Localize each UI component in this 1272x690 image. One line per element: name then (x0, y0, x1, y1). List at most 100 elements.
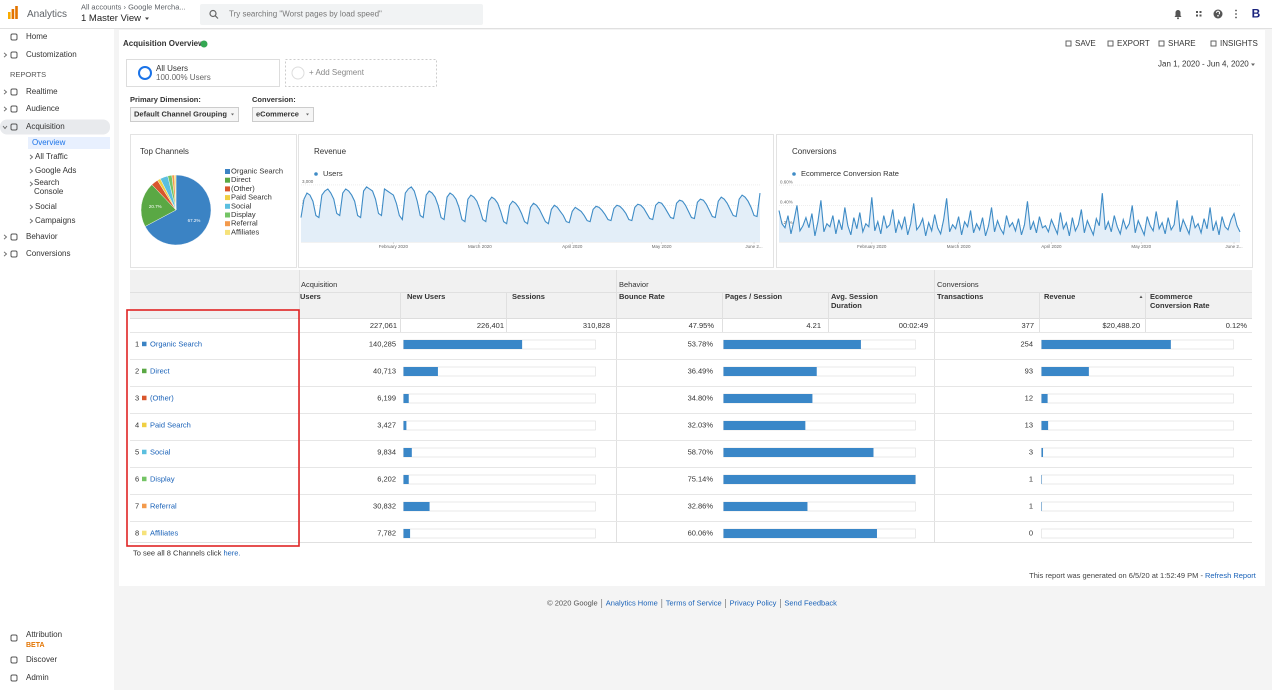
column-header[interactable]: New Users (407, 293, 446, 301)
footer-link[interactable]: Send Feedback (784, 598, 837, 607)
nav-subitem[interactable]: Google Ads (35, 166, 76, 175)
legend-label: Affiliates (231, 227, 259, 236)
nav-item[interactable]: Realtime (26, 87, 58, 96)
channel-link[interactable]: Display (150, 474, 175, 483)
row-rank: 4 (135, 420, 139, 429)
notifications-icon (1177, 17, 1179, 20)
more-icon[interactable] (1235, 9, 1237, 12)
total-value: 310,828 (583, 321, 610, 330)
nav-item[interactable]: Discover (26, 655, 57, 664)
footer-link[interactable]: Privacy Policy (730, 598, 777, 607)
channel-link[interactable]: Social (150, 447, 171, 456)
action-button[interactable]: SAVE (1075, 39, 1096, 48)
column-header[interactable]: Revenue (1044, 293, 1076, 301)
legend-swatch (225, 169, 230, 174)
series-line (778, 193, 1241, 237)
column-header-box: Users (300, 293, 321, 301)
nav-subitem[interactable]: Search Console (34, 178, 64, 197)
channel-link[interactable]: Referral (150, 501, 177, 510)
nav-icon (10, 123, 18, 131)
dropdown[interactable] (252, 107, 314, 122)
bar-track (1041, 501, 1234, 512)
column-header[interactable]: Sessions (512, 293, 545, 301)
channel-link[interactable]: Paid Search (150, 420, 191, 429)
cell-value: 3,427 (377, 420, 396, 429)
bar-track (403, 420, 596, 431)
total-value: 4.21 (806, 321, 821, 330)
dropdown-value[interactable]: eCommerce (256, 109, 299, 118)
dropdown-value[interactable]: Default Channel Grouping (134, 109, 227, 118)
nav-item[interactable]: Home (26, 32, 48, 41)
cell-value: 6,202 (377, 474, 396, 483)
action-icon (1065, 40, 1072, 47)
channel-link[interactable]: Affiliates (150, 528, 178, 537)
bar (403, 448, 412, 457)
bar-track (1041, 420, 1234, 431)
column-header-box: Transactions (937, 293, 984, 301)
note-link[interactable]: here. (223, 548, 240, 557)
nav-icon (10, 88, 18, 96)
column-header[interactable]: Pages / Session (725, 293, 783, 301)
nav-subitem[interactable]: All Traffic (35, 152, 68, 161)
row-rank: 2 (135, 366, 139, 375)
cell-value: 7,782 (377, 528, 396, 537)
add-segment[interactable]: + Add Segment (309, 68, 365, 77)
column-header[interactable]: Users (300, 293, 321, 301)
x-tick-label: February 2020 (379, 244, 409, 249)
nav-item[interactable]: Admin (26, 673, 49, 682)
footer-link[interactable]: Analytics Home (606, 598, 658, 607)
series-line (300, 186, 761, 225)
nav-item[interactable]: Acquisition (26, 122, 65, 131)
legend-swatch (225, 221, 230, 227)
footer-link[interactable]: Terms of Service (666, 598, 722, 607)
column-header[interactable]: Transactions (937, 293, 984, 301)
cell-value: 53.78% (688, 339, 714, 348)
dropdown[interactable] (130, 107, 239, 122)
channel-link[interactable]: Direct (150, 366, 171, 375)
search-placeholder[interactable]: Try searching "Worst pages by load speed… (229, 10, 382, 19)
nav-subitem[interactable]: Overview (32, 138, 66, 147)
refresh-link[interactable]: Refresh Report (1205, 571, 1257, 580)
column-header[interactable]: Bounce Rate (619, 293, 665, 301)
channel-swatch (142, 368, 147, 374)
segment-card[interactable] (126, 59, 280, 87)
channel-link[interactable]: (Other) (150, 393, 174, 402)
account-avatar[interactable]: B (1252, 7, 1261, 21)
add-segment-card[interactable] (285, 59, 437, 87)
column-header[interactable]: Avg. Session Duration (831, 293, 878, 310)
help-icon[interactable] (1213, 9, 1223, 19)
table-note: To see all 8 Channels click here. (133, 548, 241, 557)
view-selector[interactable]: 1 Master View (81, 13, 141, 24)
nav-item[interactable]: Conversions (26, 249, 70, 258)
bar (403, 475, 409, 484)
table-header-bg (130, 270, 1252, 318)
action-button[interactable]: SHARE (1168, 39, 1196, 48)
nav-subitem[interactable]: Campaigns (35, 216, 75, 225)
nav-subitem[interactable]: Social (35, 202, 57, 211)
cell-value: 93 (1025, 366, 1033, 375)
nav-item[interactable]: Behavior (26, 232, 58, 241)
legend-label: Direct (231, 175, 252, 184)
total-value: 00:02:49 (899, 321, 928, 330)
cell-value: 58.70% (688, 447, 714, 456)
column-header[interactable]: Ecommerce Conversion Rate (1150, 293, 1210, 310)
date-range[interactable]: Jan 1, 2020 - Jun 4, 2020 (1158, 60, 1249, 69)
nav-item[interactable]: Audience (26, 104, 60, 113)
channel-link[interactable]: Organic Search (150, 339, 202, 348)
pie-label: 20.7% (149, 204, 162, 209)
logo (8, 6, 18, 19)
breadcrumb[interactable]: All accounts › Google Mercha... (81, 2, 186, 11)
column-group-header: Conversions (937, 280, 979, 289)
search-box[interactable] (200, 4, 483, 25)
cell-value: 6,199 (377, 393, 396, 402)
area-fill (779, 193, 1240, 242)
nav-item[interactable]: Attribution (26, 630, 62, 639)
action-button[interactable]: EXPORT (1117, 39, 1150, 48)
apps-icon[interactable] (1196, 11, 1202, 17)
notifications-icon[interactable] (1174, 10, 1182, 17)
channel-swatch (142, 395, 147, 401)
cell-value: 60.06% (688, 528, 714, 537)
action-button[interactable]: INSIGHTS (1220, 39, 1258, 48)
nav-item[interactable]: Customization (26, 50, 77, 59)
